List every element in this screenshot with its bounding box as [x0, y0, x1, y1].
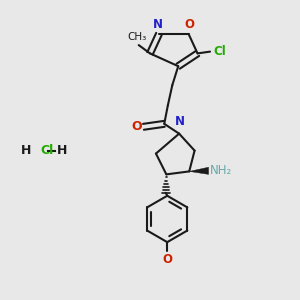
Text: Cl: Cl [40, 144, 53, 157]
Text: N: N [153, 17, 163, 31]
Polygon shape [189, 167, 208, 174]
Text: H: H [21, 144, 32, 157]
Text: N: N [175, 115, 185, 128]
Text: O: O [131, 120, 142, 133]
Text: CH₃: CH₃ [128, 32, 147, 41]
Text: Cl: Cl [213, 44, 226, 58]
Text: NH₂: NH₂ [210, 164, 232, 177]
Text: O: O [184, 17, 194, 31]
Text: H: H [57, 144, 68, 157]
Text: O: O [162, 253, 172, 266]
